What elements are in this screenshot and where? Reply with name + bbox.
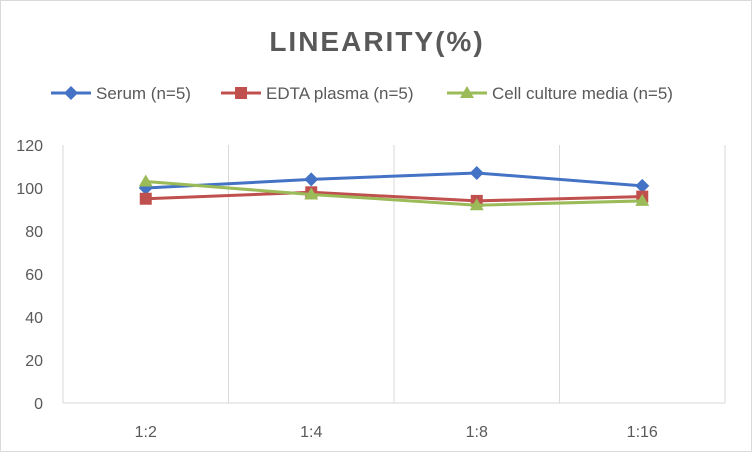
y-tick-label: 120 [16,138,43,155]
x-tick-label: 1:2 [135,424,157,441]
y-tick-label: 40 [25,310,43,327]
x-tick-label: 1:16 [627,424,658,441]
data-point [635,193,650,206]
legend-marker [235,87,247,99]
x-tick-label: 1:8 [466,424,488,441]
chart-title: LINEARITY(%) [269,26,484,57]
data-point [138,174,153,187]
y-tick-label: 100 [16,181,43,198]
data-point [469,165,484,180]
legend-label: Serum (n=5) [96,84,191,103]
y-tick-label: 80 [25,224,43,241]
x-tick-label: 1:4 [300,424,322,441]
data-point [139,192,152,205]
data-point [304,172,319,187]
data-point [635,178,650,193]
series-line [145,180,643,207]
data-point [469,198,484,211]
data-point [304,187,319,200]
y-tick-label: 60 [25,267,43,284]
legend-marker [64,86,78,100]
series-line [145,190,643,203]
legend-label: Cell culture media (n=5) [492,84,673,103]
y-tick-label: 0 [34,396,43,413]
legend-label: EDTA plasma (n=5) [266,84,414,103]
legend-marker [460,86,474,98]
y-tick-label: 20 [25,353,43,370]
series-line [145,171,643,190]
